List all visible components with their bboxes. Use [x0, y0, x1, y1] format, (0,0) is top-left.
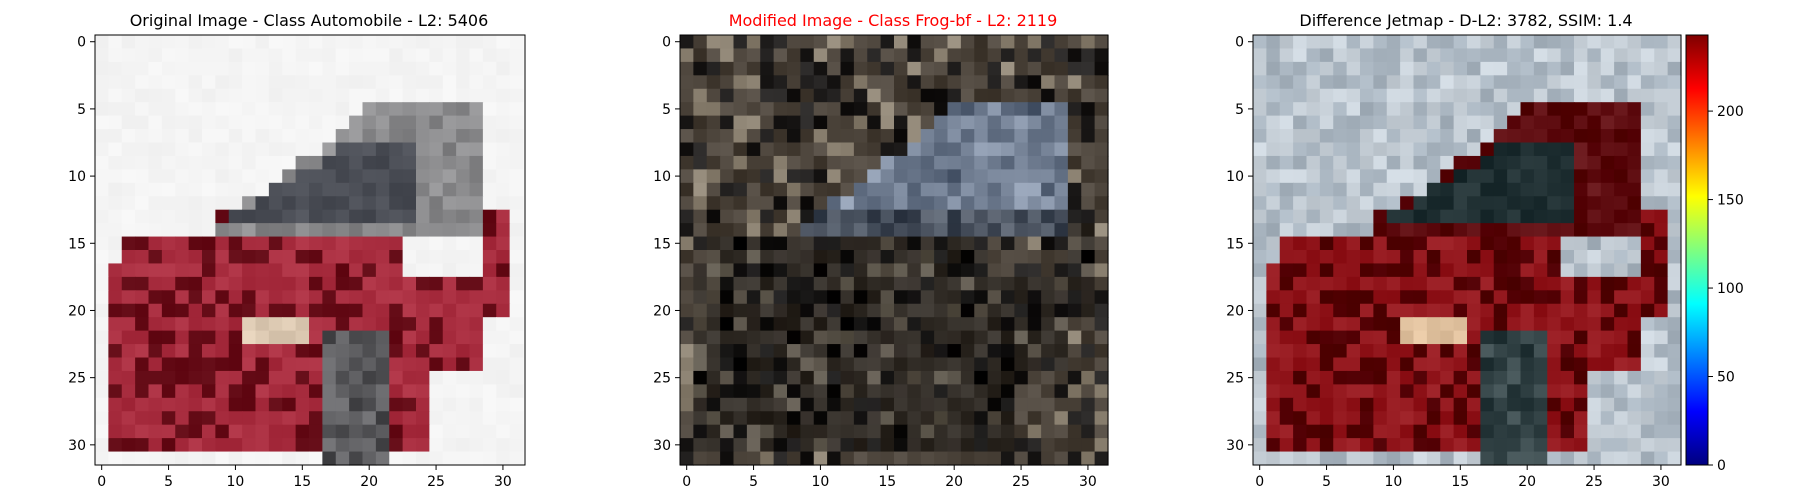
x-tick-label: 20	[945, 474, 963, 490]
colorbar-tick-label: 100	[1717, 281, 1744, 297]
image-modified	[680, 35, 1109, 466]
y-tick-label: 0	[77, 35, 86, 51]
x-tick-label: 0	[97, 474, 106, 490]
x-tick-label: 10	[812, 474, 830, 490]
axes-frame-modified	[679, 34, 1109, 466]
y-tick-label: 20	[653, 303, 671, 319]
x-axis-difference: 0 5 10 15 20 25 30	[1255, 465, 1670, 490]
axes-frame-original	[94, 34, 526, 466]
x-tick-label: 5	[1322, 474, 1331, 490]
x-tick-label: 30	[1079, 474, 1097, 490]
panel-title-modified: Modified Image - Class Frog-bf - L2: 211…	[729, 11, 1058, 30]
y-tick-label: 10	[653, 169, 671, 185]
panel-modified: Modified Image - Class Frog-bf - L2: 211…	[653, 11, 1109, 490]
y-tick-label: 0	[1235, 35, 1244, 51]
y-tick-label: 10	[1226, 169, 1244, 185]
y-tick-label: 15	[653, 236, 671, 252]
y-axis-modified: 0 5 10 15 20 25 30	[653, 35, 680, 454]
y-tick-label: 10	[68, 169, 86, 185]
x-tick-label: 30	[1652, 474, 1670, 490]
x-tick-label: 15	[1451, 474, 1469, 490]
colorbar-tick-label: 0	[1717, 458, 1726, 474]
x-axis-original: 0 5 10 15 20 25 30	[97, 465, 512, 490]
y-tick-label: 30	[68, 438, 86, 454]
x-tick-label: 0	[682, 474, 691, 490]
panel-original: Original Image - Class Automobile - L2: …	[68, 11, 526, 490]
x-tick-label: 20	[360, 474, 378, 490]
x-tick-label: 15	[293, 474, 311, 490]
y-tick-label: 5	[662, 102, 671, 118]
y-tick-label: 20	[1226, 303, 1244, 319]
colorbar: 0 50 100 150 200	[1685, 34, 1744, 474]
x-tick-label: 10	[1385, 474, 1403, 490]
panel-title-original: Original Image - Class Automobile - L2: …	[130, 11, 489, 30]
x-tick-label: 25	[1585, 474, 1603, 490]
y-tick-label: 20	[68, 303, 86, 319]
colorbar-tick-label: 50	[1717, 370, 1735, 386]
x-tick-label: 30	[494, 474, 512, 490]
y-tick-label: 30	[1226, 438, 1244, 454]
y-axis-difference: 0 5 10 15 20 25 30	[1226, 35, 1253, 454]
y-tick-label: 15	[1226, 236, 1244, 252]
image-original	[95, 35, 524, 466]
y-tick-label: 25	[68, 371, 86, 387]
panel-title-difference: Difference Jetmap - D-L2: 3782, SSIM: 1.…	[1299, 11, 1632, 30]
x-tick-label: 15	[878, 474, 896, 490]
colorbar-gradient	[1685, 34, 1709, 466]
y-axis-original: 0 5 10 15 20 25 30	[68, 35, 95, 454]
x-tick-label: 25	[1012, 474, 1030, 490]
x-tick-label: 5	[749, 474, 758, 490]
x-tick-label: 5	[164, 474, 173, 490]
x-tick-label: 10	[227, 474, 245, 490]
image-difference	[1253, 35, 1682, 466]
y-tick-label: 25	[653, 371, 671, 387]
x-axis-modified: 0 5 10 15 20 25 30	[682, 465, 1097, 490]
y-tick-label: 30	[653, 438, 671, 454]
colorbar-tick-label: 150	[1717, 193, 1744, 209]
y-tick-label: 15	[68, 236, 86, 252]
colorbar-tick-label: 200	[1717, 104, 1744, 120]
x-tick-label: 25	[427, 474, 445, 490]
y-tick-label: 25	[1226, 371, 1244, 387]
y-tick-label: 0	[662, 35, 671, 51]
axes-frame-difference	[1252, 34, 1682, 466]
colorbar-ticks: 0 50 100 150 200	[1708, 104, 1744, 474]
panel-difference: Difference Jetmap - D-L2: 3782, SSIM: 1.…	[1226, 11, 1682, 490]
x-tick-label: 20	[1518, 474, 1536, 490]
y-tick-label: 5	[77, 102, 86, 118]
x-tick-label: 0	[1255, 474, 1264, 490]
y-tick-label: 5	[1235, 102, 1244, 118]
